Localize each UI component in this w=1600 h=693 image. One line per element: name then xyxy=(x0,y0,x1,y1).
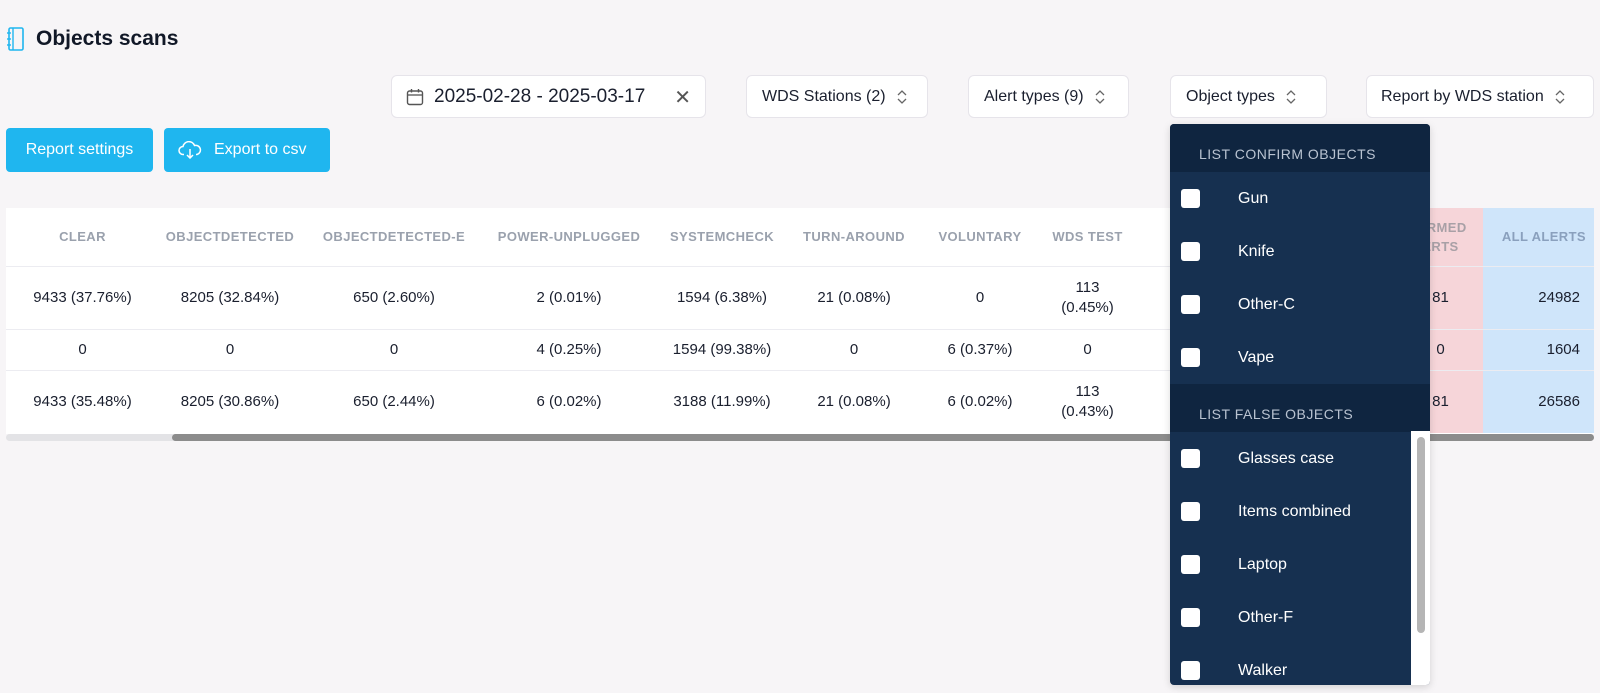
dropdown-option-walker[interactable]: Walker xyxy=(1170,644,1430,685)
option-label: Vape xyxy=(1238,348,1275,366)
checkbox[interactable] xyxy=(1181,242,1200,261)
table-cell: 4 (0.25%) xyxy=(487,328,651,370)
chevron-updown-icon xyxy=(1286,89,1296,104)
column-header[interactable]: SYSTEMCHECK xyxy=(669,229,775,245)
table-cell: 0 xyxy=(1045,328,1130,370)
date-range-value: 2025-02-28 - 2025-03-17 xyxy=(434,85,646,107)
object-types-select[interactable]: Object types xyxy=(1170,75,1327,118)
clear-date-icon[interactable]: ✕ xyxy=(674,87,691,109)
page-title: Objects scans xyxy=(36,27,179,50)
chevron-updown-icon xyxy=(897,89,907,104)
table-cell: 9433 (37.76%) xyxy=(6,265,159,329)
horizontal-scrollbar-thumb[interactable] xyxy=(172,434,1594,441)
column-header[interactable]: VOLUNTARY xyxy=(938,229,1022,245)
checkbox[interactable] xyxy=(1181,348,1200,367)
option-label: Other-C xyxy=(1238,295,1295,313)
table-cell: 21 (0.08%) xyxy=(793,369,915,433)
column-header[interactable]: WDS TEST xyxy=(1052,229,1123,245)
table-cell: 650 (2.44%) xyxy=(301,369,487,433)
column-header[interactable]: OBJECTDETECTED-E xyxy=(322,229,466,245)
option-label: Walker xyxy=(1238,661,1288,679)
column-header[interactable]: ALL ALERTS xyxy=(1483,208,1594,266)
table-cell: 1594 (99.38%) xyxy=(651,328,793,370)
wds-stations-label: WDS Stations (2) xyxy=(762,87,886,105)
cloud-download-icon xyxy=(178,141,202,159)
object-types-label: Object types xyxy=(1186,87,1275,105)
false-objects-header: LIST FALSE OBJECTS xyxy=(1170,384,1430,432)
option-label: Other-F xyxy=(1238,608,1294,626)
checkbox[interactable] xyxy=(1181,449,1200,468)
title-row: Objects scans xyxy=(6,26,178,52)
export-csv-button[interactable]: Export to csv xyxy=(164,128,330,172)
table-cell: 26586 xyxy=(1483,369,1594,433)
column-header[interactable]: POWER-UNPLUGGED xyxy=(497,229,641,245)
chevron-updown-icon xyxy=(1555,89,1565,104)
table-cell: 8205 (32.84%) xyxy=(159,265,301,329)
export-csv-label: Export to csv xyxy=(214,141,307,158)
option-label: Glasses case xyxy=(1238,449,1335,467)
dropdown-option-vape[interactable]: Vape xyxy=(1170,331,1430,384)
object-types-dropdown: LIST CONFIRM OBJECTS Gun Knife Other-C V… xyxy=(1170,124,1430,685)
dropdown-option-glasses-case[interactable]: Glasses case xyxy=(1170,432,1430,485)
dropdown-option-knife[interactable]: Knife xyxy=(1170,225,1430,278)
option-label: Laptop xyxy=(1238,555,1287,573)
table-cell: 1604 xyxy=(1483,328,1594,370)
column-header[interactable]: CLEAR xyxy=(59,229,106,245)
table-cell: 650 (2.60%) xyxy=(301,265,487,329)
confirm-objects-header: LIST CONFIRM OBJECTS xyxy=(1170,124,1430,172)
dropdown-option-gun[interactable]: Gun xyxy=(1170,172,1430,225)
checkbox[interactable] xyxy=(1181,661,1200,680)
column-header[interactable]: OBJECTDETECTED xyxy=(165,229,295,245)
table-cell: 3188 (11.99%) xyxy=(651,369,793,433)
alert-types-label: Alert types (9) xyxy=(984,87,1084,105)
checkbox[interactable] xyxy=(1181,555,1200,574)
table-cell: 24982 xyxy=(1483,265,1594,329)
option-label: Items combined xyxy=(1238,502,1351,520)
checkbox[interactable] xyxy=(1181,189,1200,208)
dropdown-option-other-c[interactable]: Other-C xyxy=(1170,278,1430,331)
option-label: Gun xyxy=(1238,189,1269,207)
table-cell: 6 (0.02%) xyxy=(487,369,651,433)
chevron-updown-icon xyxy=(1095,89,1105,104)
table-cell: 1594 (6.38%) xyxy=(651,265,793,329)
checkbox[interactable] xyxy=(1181,295,1200,314)
table-cell: 0 xyxy=(301,328,487,370)
table-cell: 113 (0.45%) xyxy=(1045,265,1130,329)
date-range-picker[interactable]: 2025-02-28 - 2025-03-17 ✕ xyxy=(391,75,706,118)
column-header[interactable]: TURN-AROUND xyxy=(803,229,905,245)
calendar-icon xyxy=(406,88,424,105)
dropdown-option-laptop[interactable]: Laptop xyxy=(1170,538,1430,591)
wds-stations-select[interactable]: WDS Stations (2) xyxy=(746,75,928,118)
table-cell: 113 (0.43%) xyxy=(1045,369,1130,433)
table-cell: 0 xyxy=(915,265,1045,329)
table-cell: 6 (0.37%) xyxy=(915,328,1045,370)
option-label: Knife xyxy=(1238,242,1275,260)
report-by-label: Report by WDS station xyxy=(1381,87,1544,105)
table-cell: 0 xyxy=(793,328,915,370)
checkbox[interactable] xyxy=(1181,502,1200,521)
table-cell: 21 (0.08%) xyxy=(793,265,915,329)
checkbox[interactable] xyxy=(1181,608,1200,627)
table-cell: 0 xyxy=(6,328,159,370)
table-cell: 8205 (30.86%) xyxy=(159,369,301,433)
dropdown-scrollbar-thumb[interactable] xyxy=(1417,437,1425,633)
alert-types-select[interactable]: Alert types (9) xyxy=(968,75,1129,118)
report-settings-button[interactable]: Report settings xyxy=(6,128,153,172)
table-cell: 9433 (35.48%) xyxy=(6,369,159,433)
dropdown-option-items-combined[interactable]: Items combined xyxy=(1170,485,1430,538)
table-row: 9433 (35.48%) 8205 (30.86%) 650 (2.44%) … xyxy=(6,369,1594,433)
table-cell: 0 xyxy=(159,328,301,370)
notebook-icon xyxy=(7,27,24,51)
table-cell: 2 (0.01%) xyxy=(487,265,651,329)
report-by-select[interactable]: Report by WDS station xyxy=(1366,75,1594,118)
dropdown-option-other-f[interactable]: Other-F xyxy=(1170,591,1430,644)
table-cell: 6 (0.02%) xyxy=(915,369,1045,433)
